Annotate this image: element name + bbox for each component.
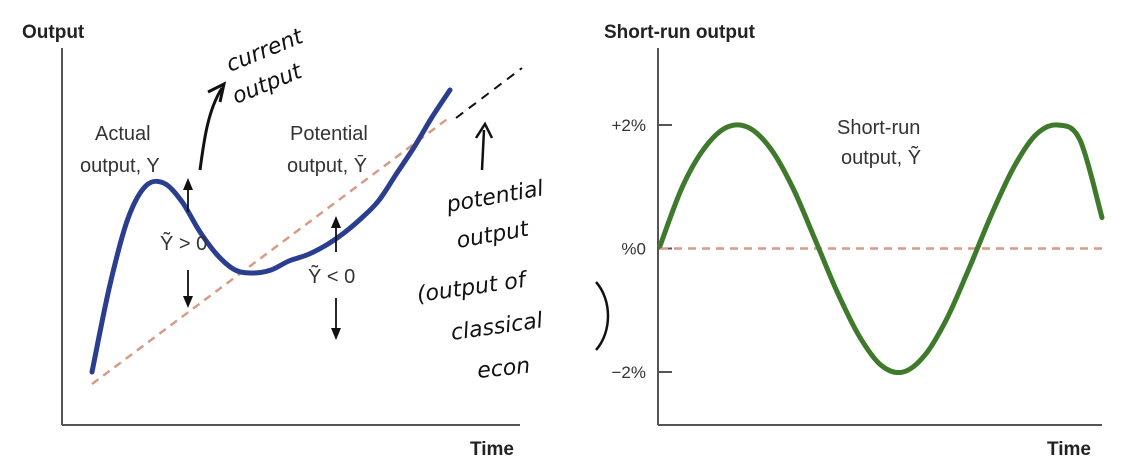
- potential-output-line: [91, 115, 451, 386]
- right-chart: Short-run output Time +2% %0 −2% Short-run…: [604, 22, 1105, 460]
- y-tick-label-2: −2%: [612, 363, 647, 382]
- potential-pointer: [480, 129, 486, 171]
- left-x-axis-title: Time: [470, 439, 514, 460]
- current-output-pointer: [198, 87, 224, 171]
- left-y-axis-title: Output: [22, 22, 85, 43]
- right-x-axis-title: Time: [1047, 439, 1091, 460]
- handwritten-potential: potential: [444, 176, 546, 218]
- actual-output-curve: [89, 87, 453, 375]
- handwritten-output-of: (output of: [415, 268, 530, 308]
- left-chart: Output Time Actual output, Y Potential o…: [22, 22, 520, 460]
- short-run-label-line1: Short-run: [837, 117, 920, 139]
- y-tick-label-0: +2%: [612, 116, 647, 135]
- potential-output-label-line2: output, Ȳ: [287, 154, 367, 177]
- right-y-axis-title: Short-run output: [604, 22, 756, 43]
- positive-gap-label: Ỹ > 0: [160, 231, 207, 255]
- y-tick-label-1: %0: [621, 240, 646, 259]
- handwritten-notes: current output potential output (output …: [198, 24, 610, 384]
- potential-pointer-head: [474, 121, 494, 139]
- short-run-label-line2: output, Ỹ: [841, 145, 921, 169]
- handwritten-output-2: output: [455, 216, 532, 253]
- short-run-output-curve: [657, 122, 1105, 376]
- actual-output-label-line2: output, Y: [80, 155, 160, 177]
- handwritten-classical: classical: [449, 308, 544, 346]
- current-output-pointer-head: [207, 81, 227, 103]
- negative-gap-arrow: [331, 216, 341, 340]
- negative-gap-label: Ỹ < 0: [308, 264, 355, 288]
- potential-extension-dash: [455, 67, 523, 119]
- right-y-ticks: +2% %0 −2%: [612, 116, 672, 382]
- closing-paren: [595, 281, 610, 351]
- potential-output-label-line1: Potential: [290, 123, 368, 145]
- handwritten-econ: econ: [476, 354, 531, 384]
- actual-output-label-line1: Actual: [95, 123, 151, 145]
- positive-gap-arrow: [183, 178, 193, 308]
